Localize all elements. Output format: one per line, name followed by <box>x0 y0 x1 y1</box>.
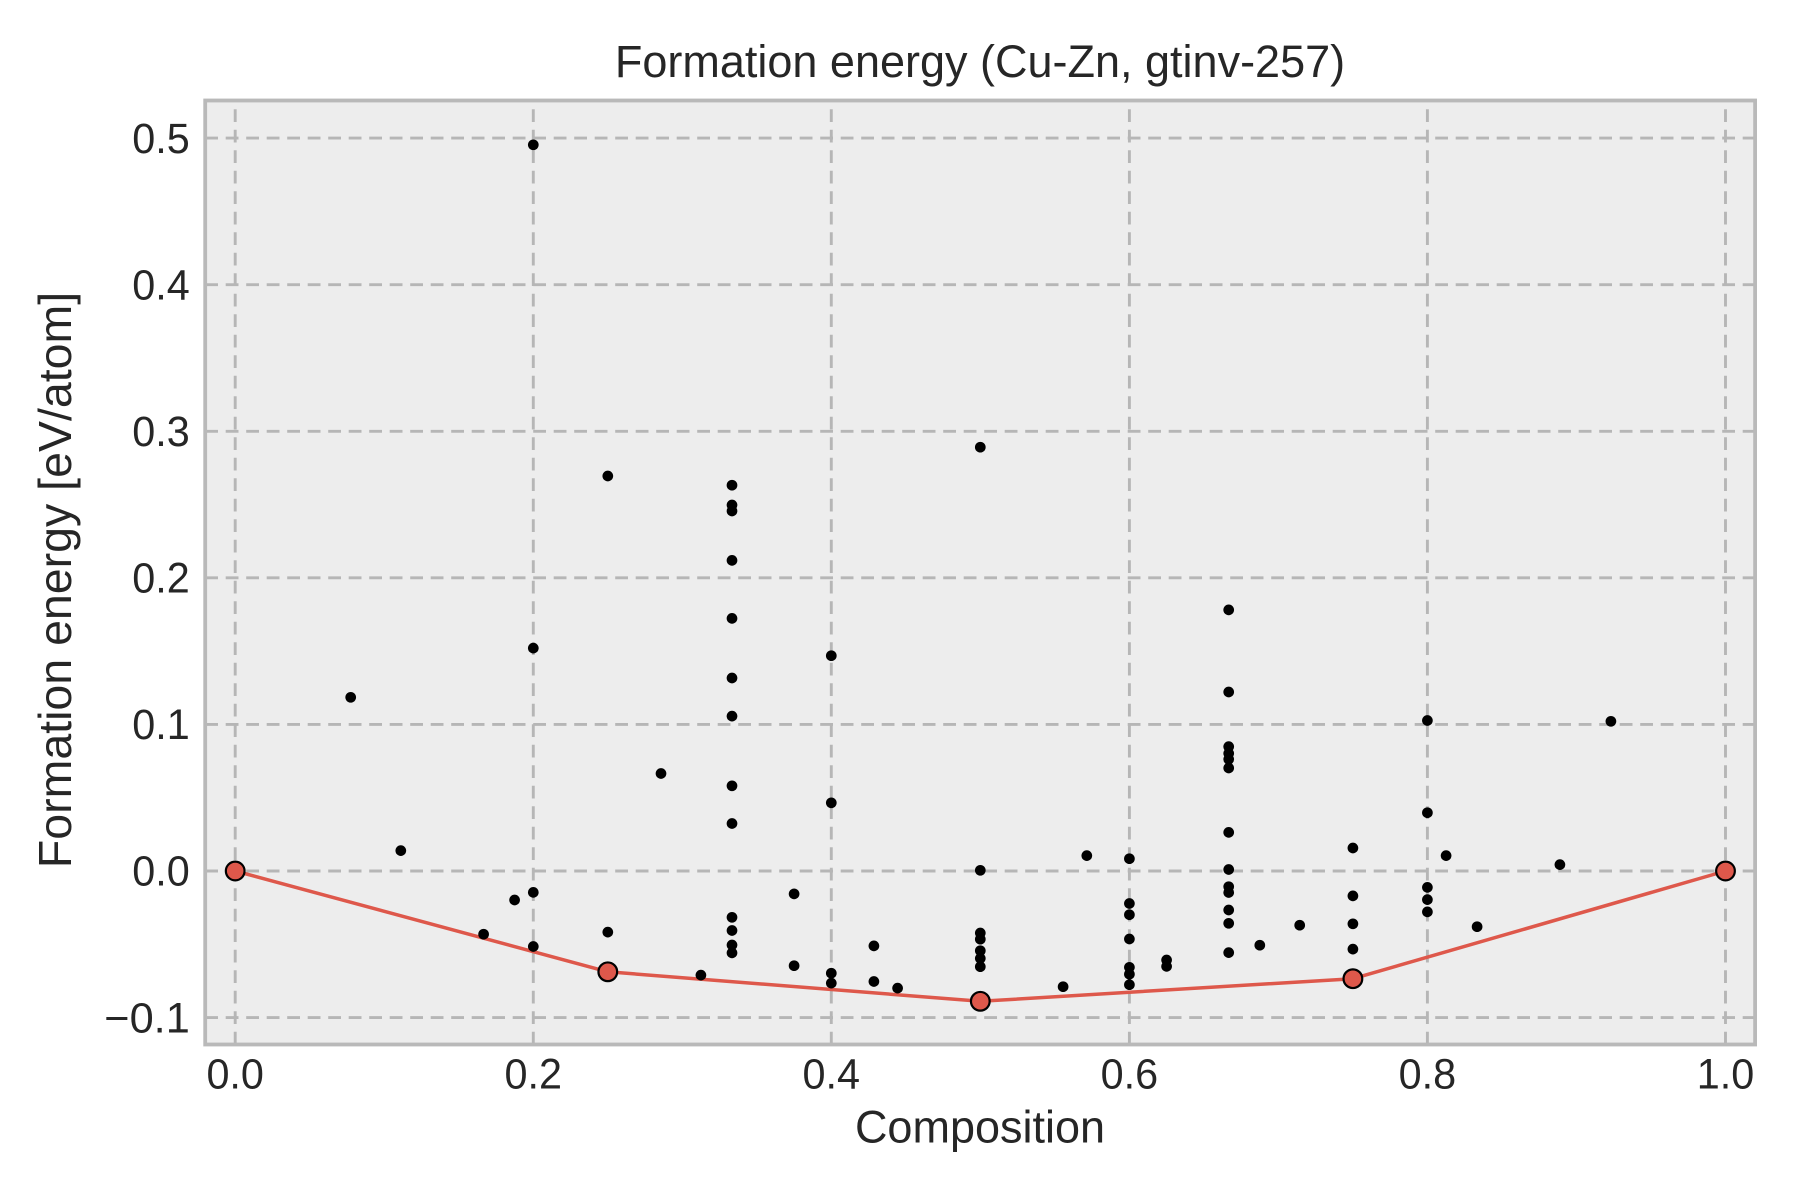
svg-text:0.3: 0.3 <box>132 409 190 456</box>
svg-text:0.1: 0.1 <box>132 702 190 749</box>
svg-text:0.5: 0.5 <box>132 116 190 163</box>
svg-text:0.4: 0.4 <box>132 262 190 309</box>
svg-text:0.2: 0.2 <box>505 1051 563 1098</box>
svg-text:1.0: 1.0 <box>1697 1051 1755 1098</box>
svg-text:0.0: 0.0 <box>206 1051 264 1098</box>
svg-text:0.0: 0.0 <box>132 849 190 896</box>
svg-text:Composition: Composition <box>855 1102 1105 1153</box>
svg-text:0.6: 0.6 <box>1101 1051 1159 1098</box>
svg-text:Formation energy [eV/atom]: Formation energy [eV/atom] <box>29 292 81 868</box>
svg-text:0.8: 0.8 <box>1399 1051 1457 1098</box>
svg-text:Formation energy (Cu-Zn, gtinv: Formation energy (Cu-Zn, gtinv-257) <box>615 36 1345 87</box>
svg-text:0.2: 0.2 <box>132 556 190 603</box>
svg-text:−0.1: −0.1 <box>104 995 190 1042</box>
svg-text:0.4: 0.4 <box>803 1051 861 1098</box>
